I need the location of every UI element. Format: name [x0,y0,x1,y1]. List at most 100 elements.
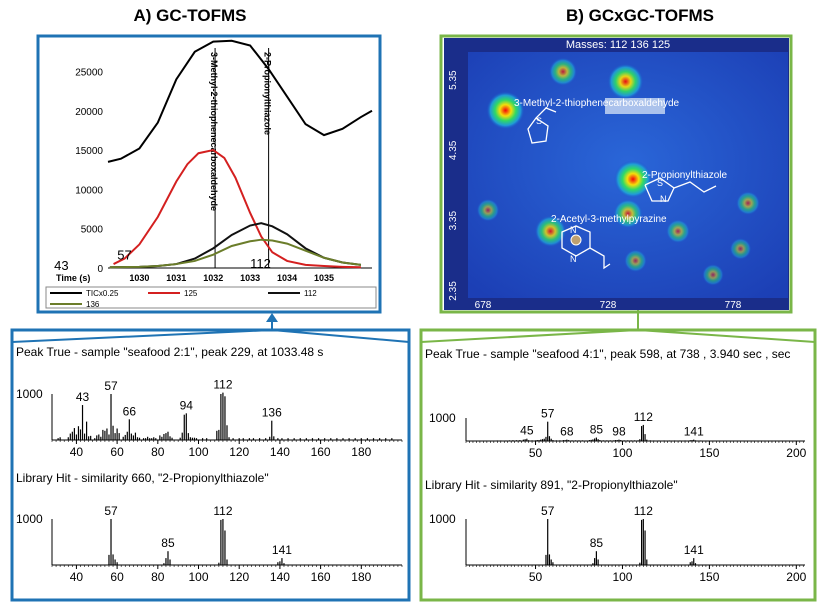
y-max-label: 1000 [429,411,456,425]
peak-label: 43 [54,258,68,273]
peak-label: 112 [250,256,271,271]
peak-label: 112 [213,504,232,518]
structure-atom: S [536,116,542,126]
legend-label: 136 [86,300,100,309]
gc-library-hit-spectrum: Library Hit - similarity 660, "2-Propion… [16,471,403,584]
contour-spot [624,249,647,273]
contour-spot [607,63,644,100]
x-tick-label: 200 [786,446,806,460]
y-tick-label: 5.35 [448,70,459,90]
gcxgc-contour-frame [439,34,793,314]
compound-label: 2-Acetyl-3-methylpyrazine [551,214,667,225]
peak-label: 57 [541,407,555,421]
title-gc-tofms: A) GC-TOFMS [133,6,247,25]
peak-label: 57 [117,248,131,263]
y-tick-label: 20000 [75,107,103,118]
contour-spot [702,264,724,286]
peak-label: 68 [560,425,574,439]
x-tick-label: 50 [529,446,543,460]
y-max-label: 1000 [429,512,456,526]
gc-connector-arrow [266,313,278,322]
gcxgc-connector-left [420,329,639,343]
contour-spot [534,215,567,247]
peak-label: 141 [684,543,704,557]
x-axis-label: Time (s) [56,273,90,283]
gc-connector-right [271,329,410,343]
title-gcxgc-tofms: B) GCxGC-TOFMS [566,6,714,25]
structure-atom: S [657,178,663,188]
structure-atom: N [570,225,577,235]
peak-label: 85 [590,423,604,437]
gcxgc-contour-chart: Masses: 112 136 125 2.35 3.35 4.35 5.35 678 72… [444,38,789,311]
x-tick-label: 160 [311,445,331,459]
x-tick-label: 1032 [203,273,223,283]
peak-label: 85 [590,536,604,550]
peak-label: 43 [76,390,90,404]
peak-label: 45 [520,424,534,438]
series-line-125 [113,148,361,269]
structure-thiazole [644,177,675,202]
structure-acetyl [589,247,611,270]
y-tick-label: 0 [97,264,103,275]
y-max-label: 1000 [16,512,43,526]
contour-spot [614,160,652,199]
y-tick-label: 3.35 [448,211,459,231]
contour-spot [486,91,525,130]
peak-label: 112 [634,504,653,518]
x-tick-label: 180 [351,570,371,584]
y-tick-label: 4.35 [448,140,459,160]
contour-spot [476,198,500,222]
spectrum-title: Library Hit - similarity 891, "2-Propion… [425,478,678,492]
y-tick-label: 2.35 [448,281,459,301]
legend-label: TICx0.25 [86,289,119,298]
series-line-136 [109,238,362,269]
peak-label: 57 [104,379,118,393]
compound-label: 3-Methyl-2-thiophenecarboxaldehyde [514,98,680,109]
y-tick-label: 15000 [75,146,103,157]
spectrum-title: Peak True - sample "seafood 4:1", peak 5… [425,347,790,361]
spectrum-title: Library Hit - similarity 660, "2-Propion… [16,471,269,485]
x-tick-label: 150 [699,570,719,584]
peak-label: 141 [272,543,292,557]
x-tick-label: 80 [151,445,165,459]
x-tick-label: 1035 [314,273,334,283]
x-tick-label: 60 [110,570,124,584]
peak-label: 112 [634,410,653,424]
gc-peak-true-spectrum: Peak True - sample "seafood 2:1", peak 2… [16,345,403,459]
peak-label: 94 [180,398,194,412]
masses-header: Masses: 112 136 125 [566,39,670,51]
peak-label: 57 [541,504,555,518]
annotation-label: 2-Propionylthiazole [263,52,273,135]
peak-label: 66 [123,404,137,418]
x-tick-label: 100 [188,570,208,584]
contour-spot [729,238,752,260]
x-tick-label: 1033 [240,273,260,283]
contour-spot [613,199,643,229]
peak-label: 85 [161,536,175,550]
compound-label: 2-Propionylthiazole [642,170,727,181]
gcxgc-library-hit-spectrum: Library Hit - similarity 891, "2-Propion… [425,478,807,584]
peak-label: 136 [262,406,282,420]
structure-atom: N [570,254,577,264]
x-tick-label: 100 [612,446,632,460]
gcxgc-spectra-frame [419,328,817,602]
contour-spot [548,57,578,86]
spectrum-title: Peak True - sample "seafood 2:1", peak 2… [16,345,323,359]
x-tick-label: 778 [725,300,742,311]
structure-thiophene [527,107,557,144]
x-tick-label: 100 [612,570,632,584]
x-tick-label: 40 [70,445,84,459]
legend-label: 112 [304,289,317,298]
gcxgc-connector-right [637,329,816,343]
x-tick-label: 200 [786,570,806,584]
x-tick-label: 50 [529,570,543,584]
x-tick-label: 678 [475,300,492,311]
x-tick-label: 1031 [166,273,186,283]
annotation-label: 3-Methyl-2-thiophenecarboxaldehyde [209,52,219,211]
y-tick-label: 10000 [75,185,103,196]
y-max-label: 1000 [16,387,43,401]
x-tick-label: 728 [600,300,617,311]
contour-spot [736,191,760,215]
peak-label: 112 [213,378,232,392]
